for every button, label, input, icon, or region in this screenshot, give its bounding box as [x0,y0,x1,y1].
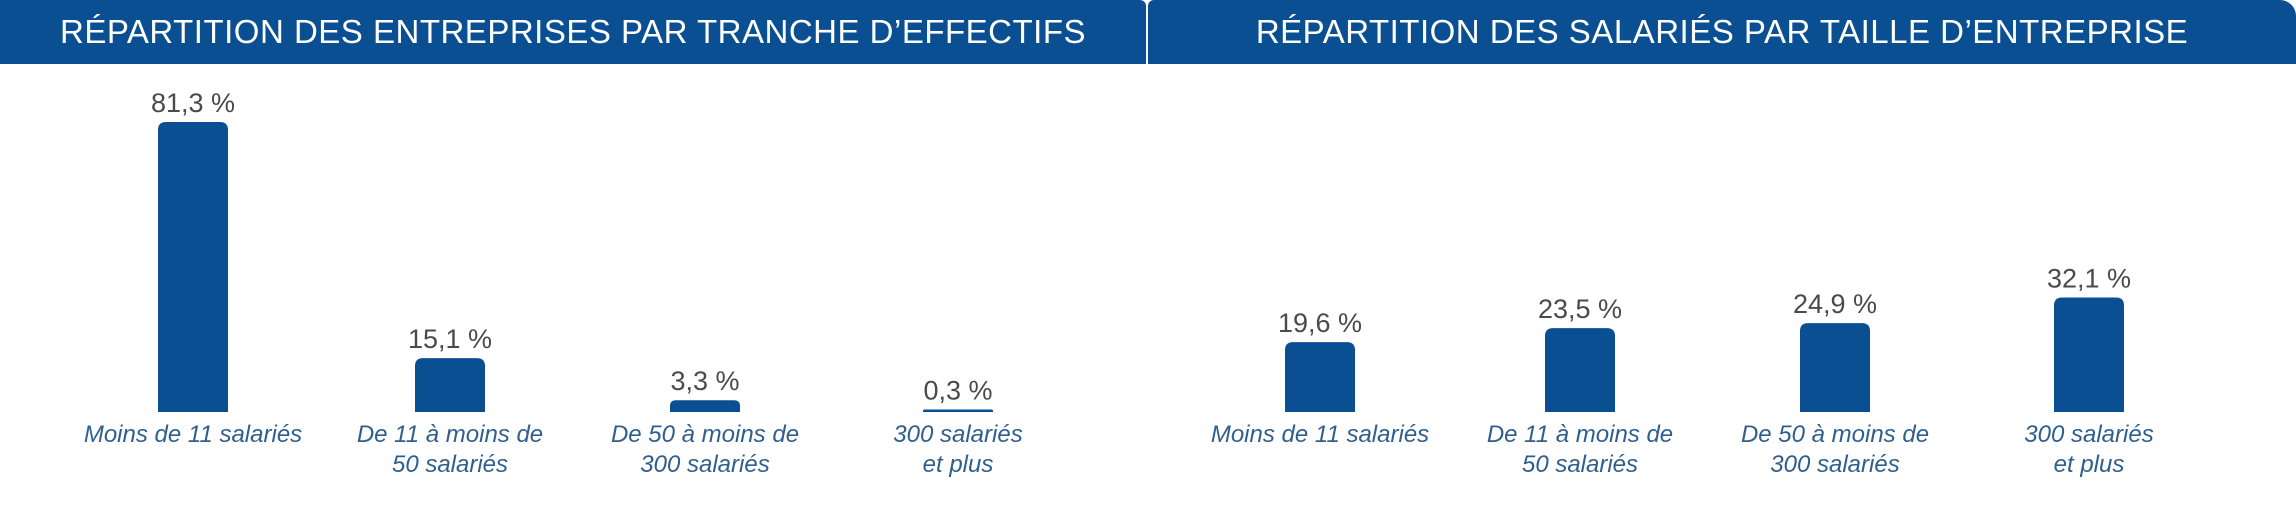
category-label: De 50 à moins de 300 salariés [1741,421,1929,478]
category-label: 300 salariés et plus [2024,421,2153,478]
value-label: 32,1 % [2047,263,2131,293]
bar-chart: 19,6 % Moins de 11 salariés 23,5 % De 11 à … [1211,263,2154,478]
bar-chart: 81,3 % Moins de 11 salariés 15,1 % De 11 à … [84,88,1023,478]
value-label: 81,3 % [151,88,235,118]
value-label: 15,1 % [408,324,492,354]
value-label: 0,3 % [923,376,992,406]
value-label: 24,9 % [1793,289,1877,319]
bar [1285,342,1355,412]
bar [1545,328,1615,412]
divider [1146,0,1148,64]
bar [158,122,228,412]
chart-panel-employees: RÉPARTITION DES SALARIÉS PAR TAILLE D’EN… [1148,0,2296,517]
value-label: 3,3 % [670,366,739,396]
value-label: 23,5 % [1538,294,1622,324]
bar [923,409,993,412]
category-label: 300 salariés et plus [893,421,1022,478]
category-label: Moins de 11 salariés [84,421,302,448]
bar [670,400,740,412]
chart-title: RÉPARTITION DES SALARIÉS PAR TAILLE D’EN… [1148,0,2296,64]
bar [415,358,485,412]
category-label: De 11 à moins de 50 salariés [1487,421,1673,478]
chart-panel-companies: RÉPARTITION DES ENTREPRISES PAR TRANCHE … [0,0,1146,517]
value-label: 19,6 % [1278,308,1362,338]
category-label: De 11 à moins de 50 salariés [357,421,543,478]
category-label: De 50 à moins de 300 salariés [611,421,799,478]
bar [2054,297,2124,412]
chart-title: RÉPARTITION DES ENTREPRISES PAR TRANCHE … [0,0,1146,64]
bar [1800,323,1870,412]
category-label: Moins de 11 salariés [1211,421,1429,448]
